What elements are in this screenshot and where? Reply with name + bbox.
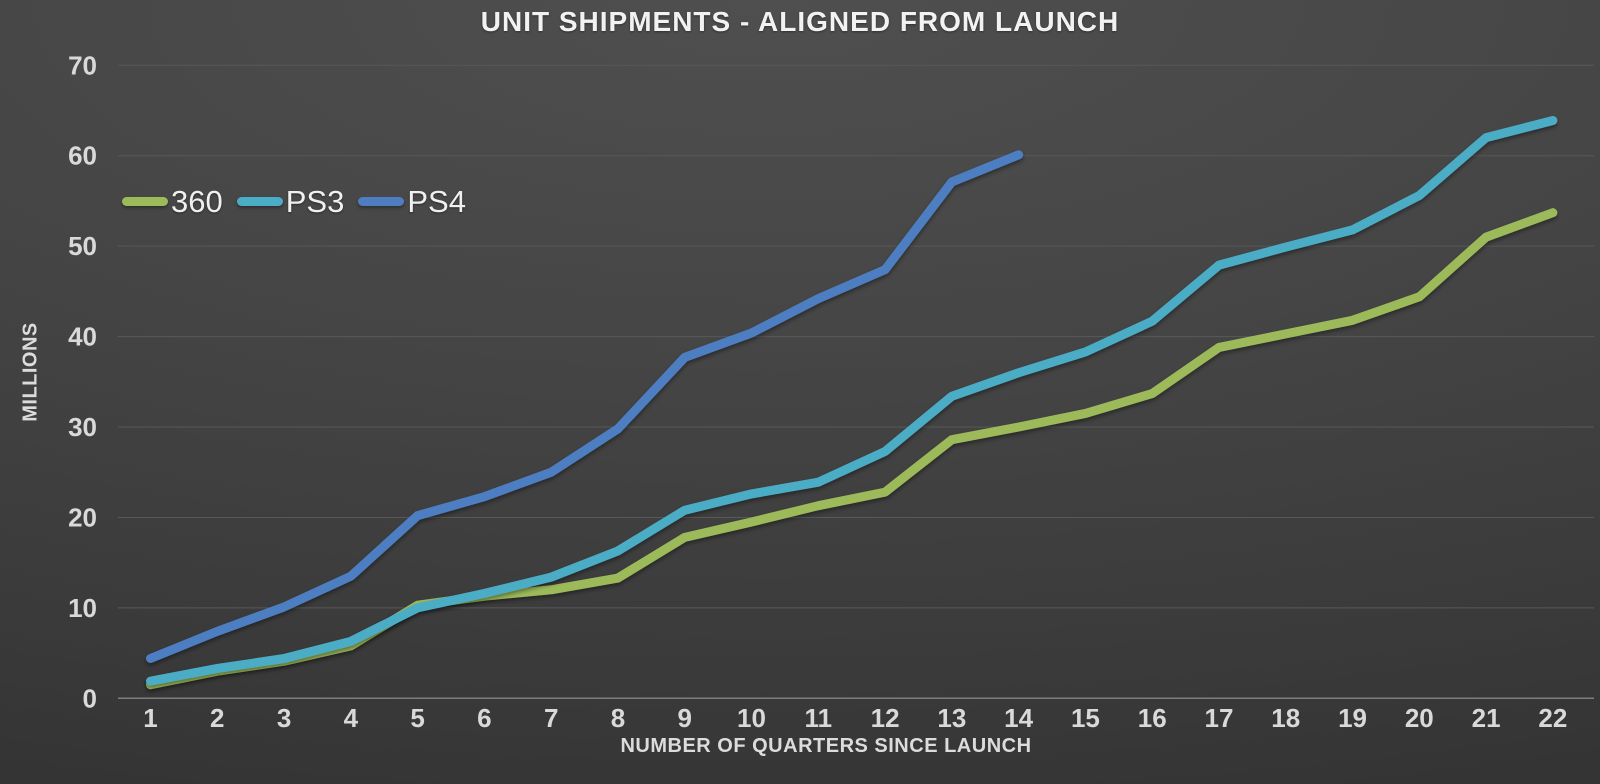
legend: 360 PS3 PS4 (122, 186, 466, 217)
svg-text:20: 20 (68, 502, 97, 532)
svg-text:15: 15 (1071, 703, 1100, 733)
legend-swatch-ps4-icon (358, 197, 405, 206)
svg-text:22: 22 (1538, 703, 1567, 733)
svg-text:14: 14 (1004, 703, 1033, 733)
svg-text:10: 10 (68, 593, 97, 623)
svg-text:9: 9 (678, 703, 692, 733)
svg-text:7: 7 (544, 703, 558, 733)
series-line-ps3 (146, 115, 1558, 686)
y-tick-labels: 0 10 20 30 40 50 60 70 (68, 50, 97, 713)
gridlines (118, 64, 1594, 609)
svg-text:3: 3 (277, 703, 291, 733)
legend-item-ps4: PS4 (358, 186, 466, 217)
svg-text:2: 2 (210, 703, 224, 733)
svg-text:18: 18 (1271, 703, 1300, 733)
legend-item-360: 360 (122, 186, 223, 217)
svg-text:1: 1 (143, 703, 157, 733)
svg-text:10: 10 (737, 703, 766, 733)
legend-swatch-360-icon (122, 197, 168, 206)
x-axis-title: NUMBER OF QUARTERS SINCE LAUNCH (620, 735, 1032, 757)
svg-text:11: 11 (805, 703, 833, 733)
svg-text:20: 20 (1405, 703, 1434, 733)
svg-text:13: 13 (937, 703, 966, 733)
x-tick-labels: 1 2 3 4 5 6 7 8 9 10 11 12 13 14 15 16 17 18 19 20 21 22 (143, 703, 1567, 733)
svg-text:40: 40 (68, 322, 97, 352)
svg-text:5: 5 (410, 703, 424, 733)
legend-swatch-ps3-icon (236, 197, 283, 206)
legend-label-360: 360 (171, 184, 223, 219)
svg-text:0: 0 (83, 683, 97, 713)
svg-text:70: 70 (68, 50, 97, 80)
chart-title: UNIT SHIPMENTS - ALIGNED FROM LAUNCH (480, 6, 1120, 37)
svg-text:21: 21 (1472, 703, 1501, 733)
svg-text:19: 19 (1338, 703, 1367, 733)
svg-text:30: 30 (68, 412, 97, 442)
y-axis-title: MILLIONS (19, 322, 42, 422)
svg-text:4: 4 (344, 703, 359, 733)
legend-item-ps3: PS3 (236, 184, 345, 219)
svg-text:50: 50 (68, 231, 97, 261)
svg-text:8: 8 (611, 703, 625, 733)
svg-text:12: 12 (871, 703, 900, 733)
svg-text:16: 16 (1138, 703, 1167, 733)
legend-label-ps4: PS4 (407, 184, 466, 219)
svg-text:17: 17 (1205, 703, 1234, 733)
series-line-ps4 (146, 150, 1024, 664)
svg-text:60: 60 (68, 141, 97, 171)
legend-label-ps3: PS3 (285, 184, 345, 219)
svg-text:6: 6 (477, 703, 491, 733)
